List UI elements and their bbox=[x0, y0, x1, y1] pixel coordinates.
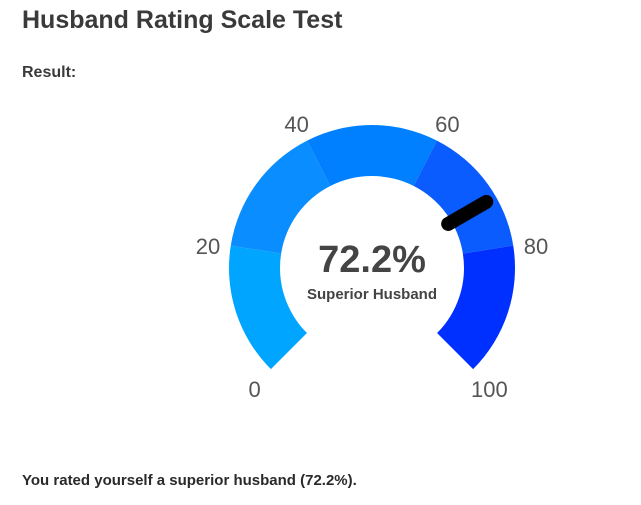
tick-label: 60 bbox=[435, 112, 459, 137]
page-title: Husband Rating Scale Test bbox=[22, 6, 343, 34]
gauge-band bbox=[229, 245, 307, 370]
tick-label: 100 bbox=[471, 377, 508, 402]
gauge-band bbox=[413, 140, 514, 254]
result-text: You rated yourself a superior husband (7… bbox=[22, 472, 357, 489]
gauge-band bbox=[307, 124, 437, 187]
gauge-label: Superior Husband bbox=[307, 286, 437, 303]
result-label: Result: bbox=[22, 64, 77, 81]
gauge-band bbox=[437, 245, 515, 370]
value-label: 72.2% bbox=[318, 239, 426, 281]
gauge-chart: 0 20 40 60 80 100 72.2% Superior Husband bbox=[196, 112, 548, 402]
needle bbox=[441, 194, 494, 231]
gauge-band bbox=[230, 140, 331, 254]
tick-label: 0 bbox=[248, 377, 260, 402]
tick-label: 20 bbox=[196, 234, 220, 259]
tick-label: 80 bbox=[524, 234, 548, 259]
tick-label: 40 bbox=[284, 112, 308, 137]
